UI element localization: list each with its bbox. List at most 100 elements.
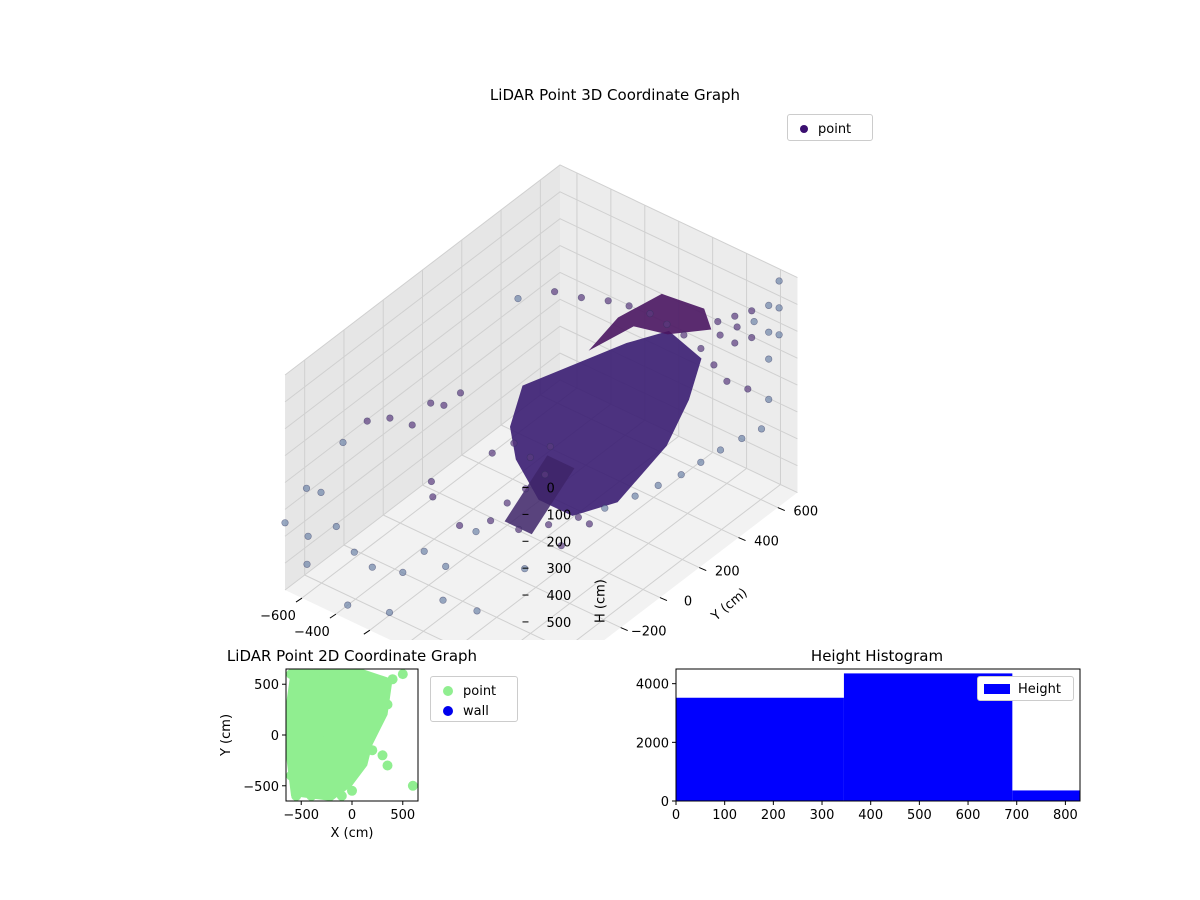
data-point: [738, 434, 746, 443]
data-point: [341, 699, 352, 710]
data-point: [321, 699, 332, 710]
data-point: [510, 439, 518, 447]
y-tick-label: −500: [243, 780, 279, 795]
histogram-legend: Height: [977, 676, 1074, 701]
y-tick-label: 0: [661, 795, 669, 810]
data-point: [326, 780, 337, 791]
data-point: [775, 331, 783, 339]
grid-line-h: [284, 218, 798, 430]
histogram-bar: [676, 697, 844, 801]
chart-3d-title: LiDAR Point 3D Coordinate Graph: [489, 86, 741, 104]
legend-marker-point-2d: [443, 686, 453, 696]
data-point: [368, 563, 376, 571]
data-point: [344, 601, 352, 609]
legend-marker-height: [984, 684, 1010, 694]
z-tick-label: 200: [546, 535, 571, 550]
histogram: 0 100 200 300 400 500 600 700 800 0 2000 4000: [636, 668, 1081, 823]
data-point: [663, 320, 671, 328]
data-point: [550, 288, 559, 296]
data-point: [697, 458, 705, 466]
data-point: [372, 709, 383, 720]
x-tick-label: 200: [761, 808, 786, 823]
data-point: [286, 719, 297, 730]
y-tick-label: −200: [631, 625, 667, 640]
data-point: [286, 740, 297, 751]
data-point: [336, 674, 347, 685]
data-point: [321, 735, 332, 746]
z-tick-label: 300: [546, 562, 571, 577]
legend-label-height: Height: [1018, 681, 1061, 697]
data-point: [363, 417, 371, 425]
data-point: [723, 377, 731, 385]
data-point: [429, 493, 437, 501]
data-point: [399, 568, 407, 577]
data-point: [557, 542, 565, 550]
data-point: [456, 389, 465, 397]
y-tick: [620, 627, 628, 632]
data-point: [336, 750, 347, 761]
data-point: [347, 760, 357, 771]
data-point: [503, 499, 511, 507]
data-point: [357, 755, 368, 766]
data-point: [521, 485, 530, 493]
data-point: [488, 449, 496, 457]
data-point: [744, 385, 752, 393]
data-point: [350, 548, 358, 556]
data-point: [574, 513, 583, 521]
y-tick: [699, 567, 707, 572]
legend-marker-point: [800, 125, 808, 133]
data-point: [427, 477, 436, 486]
data-point: [302, 484, 311, 492]
data-point: [697, 344, 705, 353]
data-point: [473, 607, 481, 615]
x-tick-label: −400: [294, 625, 330, 640]
data-point: [306, 790, 317, 801]
data-point: [352, 730, 363, 740]
data-point: [331, 709, 342, 720]
data-point: [291, 790, 302, 801]
z-tick-label: 500: [546, 616, 571, 631]
chart-2d-legend: point wall: [430, 676, 518, 722]
data-point: [286, 770, 297, 781]
data-point: [677, 471, 685, 479]
y-axis-label: Y (cm): [219, 714, 234, 757]
data-point: [357, 679, 368, 690]
data-point: [733, 323, 741, 331]
data-point: [521, 565, 529, 573]
grid-line-h: [284, 191, 798, 403]
data-point: [362, 719, 373, 730]
chart-3d-points: [281, 277, 783, 617]
x-tick-label: 100: [712, 808, 737, 823]
data-point: [487, 517, 495, 525]
data-point: [286, 669, 297, 680]
y-tick-label: 500: [254, 678, 279, 693]
legend-label-wall: wall: [463, 703, 489, 719]
histogram-title: Height Histogram: [810, 647, 944, 665]
legend-entry-height: Height: [984, 679, 1067, 699]
data-point: [407, 780, 418, 791]
data-point: [386, 414, 394, 422]
y-tick-label: 0: [271, 729, 279, 744]
data-point: [604, 297, 612, 305]
data-point: [321, 760, 332, 771]
chart-3d: −600−400−2000200400600−600−400−200020040…: [260, 164, 818, 640]
legend-entry-wall: wall: [439, 701, 509, 721]
z-tick-label: 0: [546, 482, 554, 497]
data-point: [714, 318, 722, 326]
chart-2d: −500 0 500 500 0 −500 X (cm) Y (cm): [219, 668, 419, 841]
data-point: [306, 699, 317, 710]
x-tick-label: −600: [260, 609, 296, 624]
data-point: [680, 331, 688, 339]
chart-2d-title: LiDAR Point 2D Coordinate Graph: [226, 647, 478, 665]
data-point: [301, 709, 312, 720]
chart-3d-legend: point: [787, 114, 873, 141]
data-point: [514, 295, 522, 303]
x-tick-label: 800: [1053, 808, 1078, 823]
x-tick: [329, 613, 337, 619]
data-point: [296, 730, 307, 740]
x-tick-label: 700: [1004, 808, 1029, 823]
data-point: [372, 694, 383, 705]
data-point: [515, 525, 523, 534]
y-axis-label: Y (cm): [708, 586, 751, 625]
data-point: [765, 355, 773, 363]
